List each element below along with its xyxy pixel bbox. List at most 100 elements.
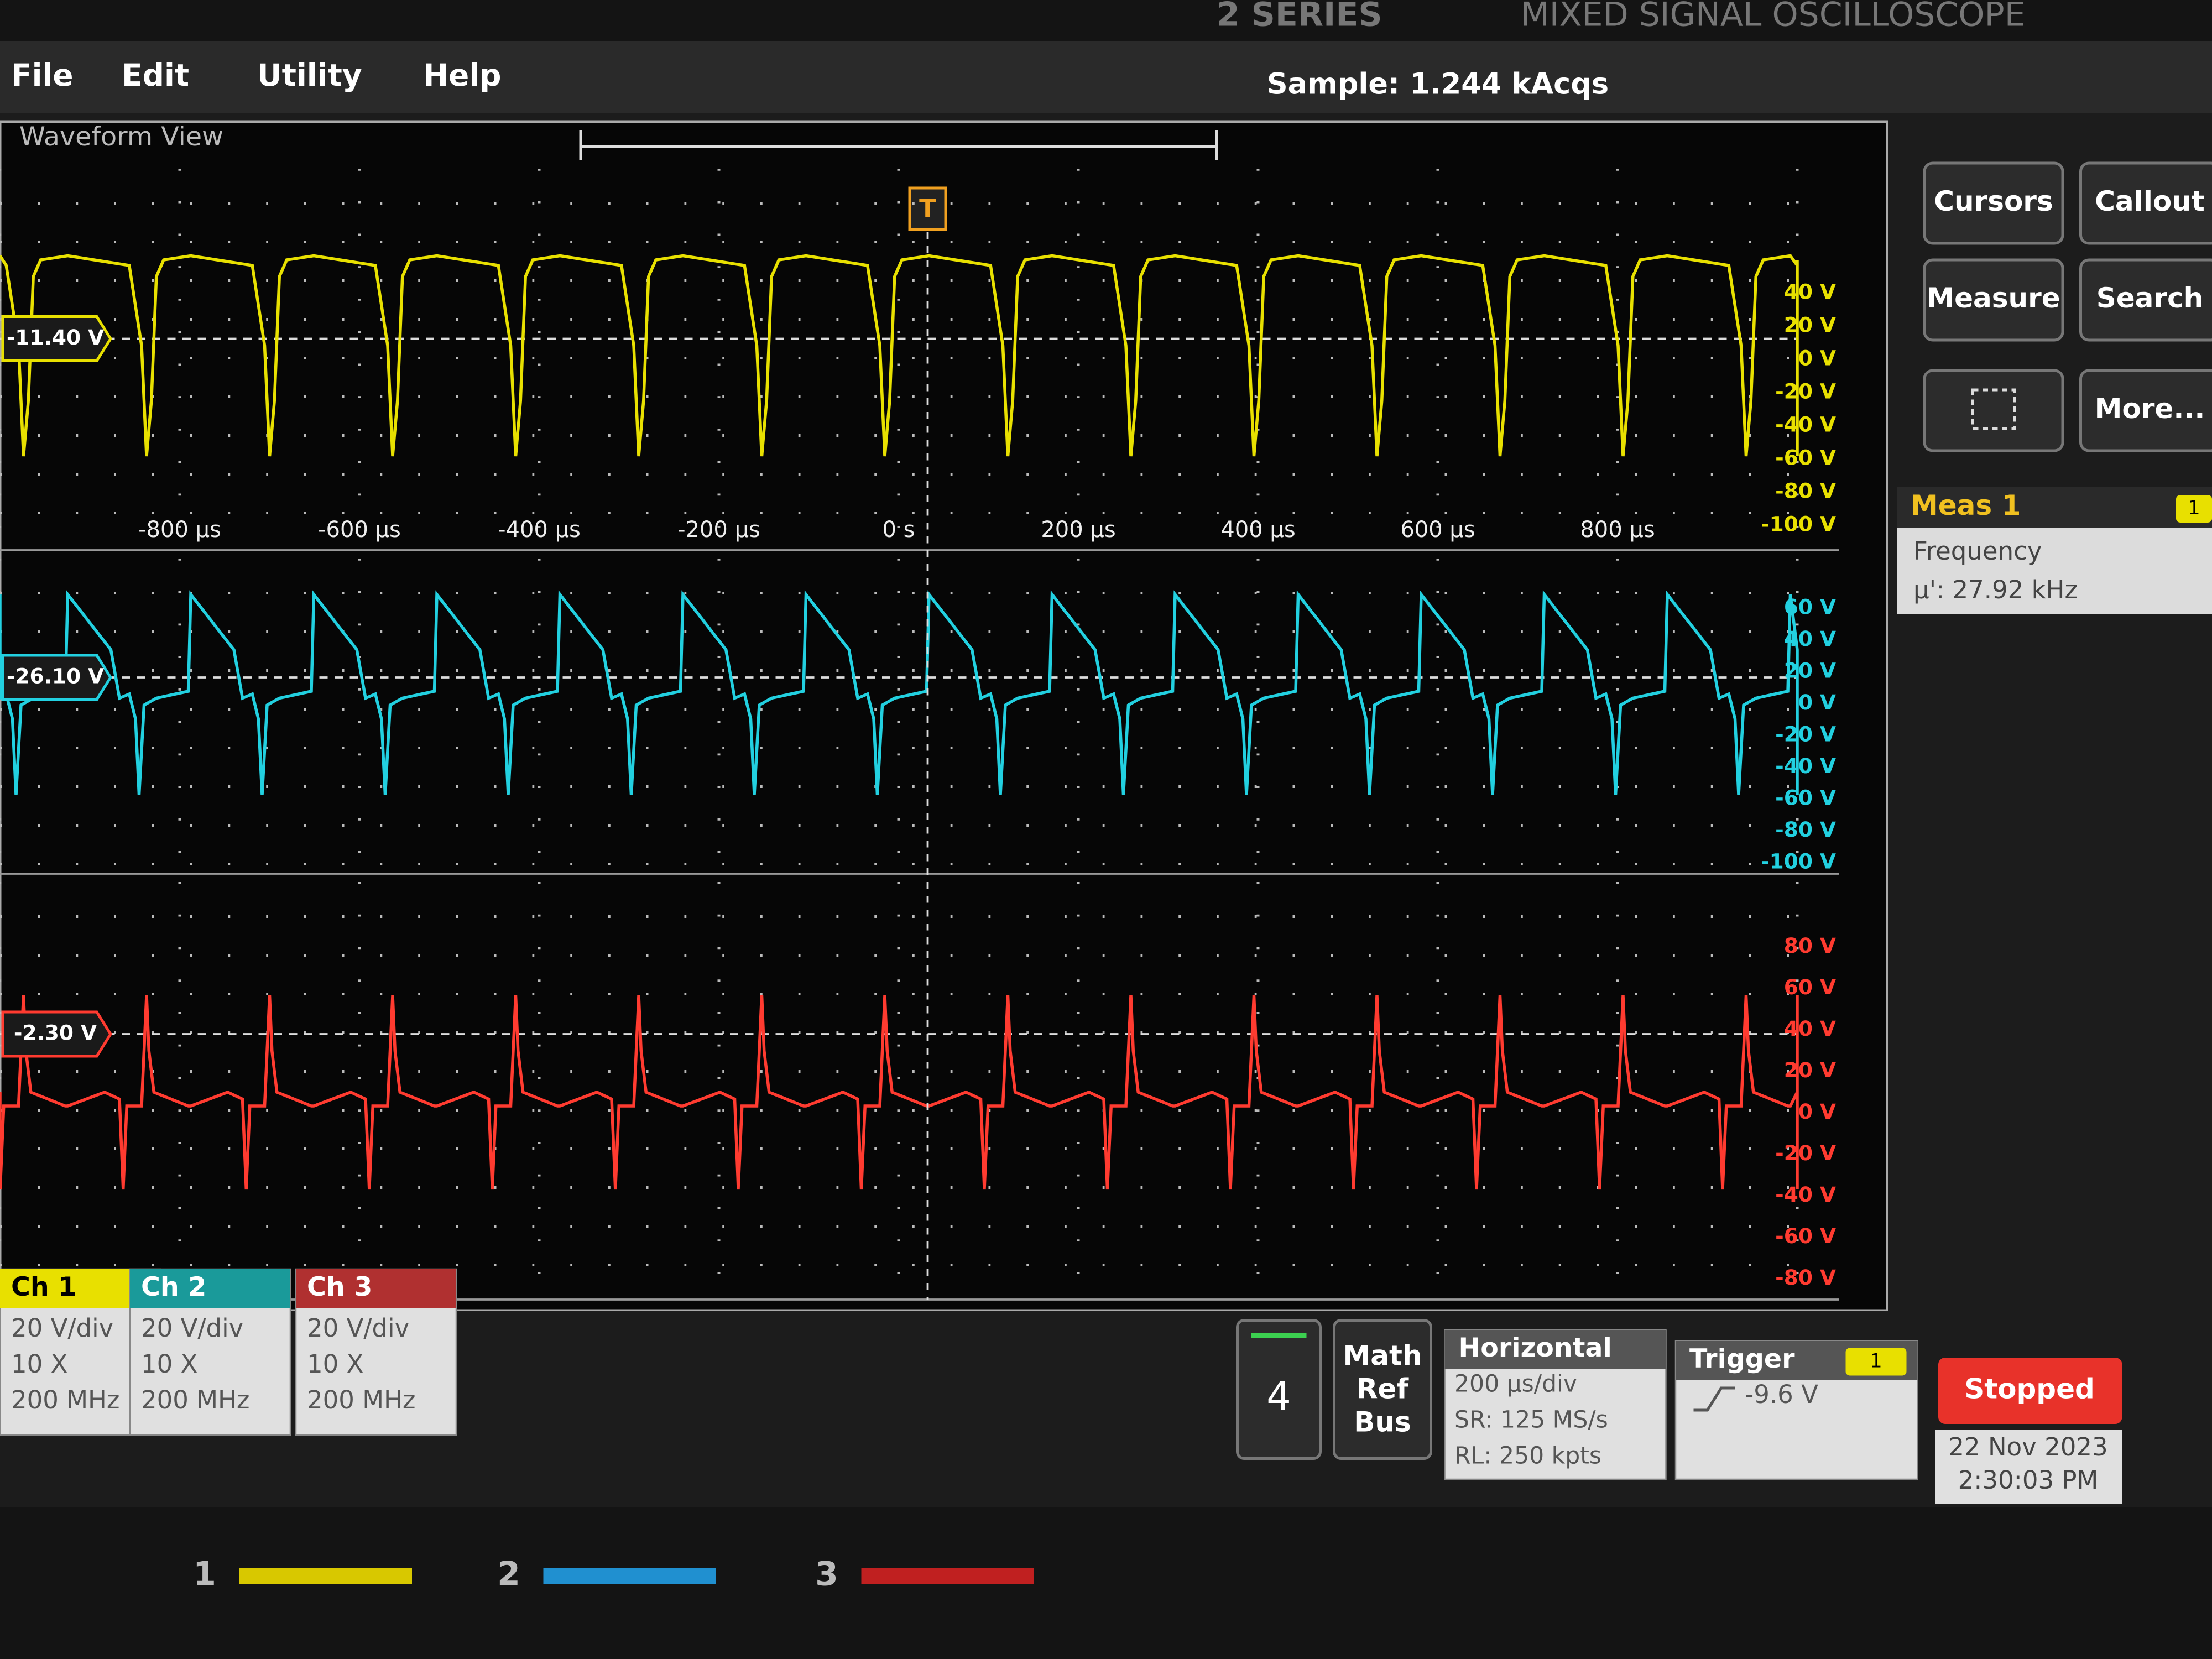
menu-item: Help [423,58,502,93]
bezel-label: 1 [193,1555,216,1594]
time-label: -200 µs [677,517,760,542]
side-button[interactable] [2079,258,2212,342]
meas-body [1897,528,2212,614]
run-state-button[interactable] [1938,1358,2122,1424]
trigger-source: 1 [1870,1350,1882,1373]
channel-badge-header [296,1269,456,1308]
view-title: Waveform View [19,122,223,152]
scale-label: 20 V [1784,1058,1836,1082]
menu-item: Utility [257,58,362,93]
meas-title: Meas 1 [1911,489,2021,521]
datetime-line: 22 Nov 2023 [1948,1432,2107,1462]
waveform-view [0,120,1888,1312]
scale-label: -20 V [1775,1141,1836,1165]
side-button[interactable] [1923,161,2064,245]
add-channel-label: 4 [1266,1374,1291,1419]
scale-label: 80 V [1784,933,1836,958]
time-label: -600 µs [318,517,401,542]
scale-label: 0 V [1798,1099,1836,1124]
meas-badge-label: 1 [2188,497,2200,519]
scale-label: 60 V [1784,595,1836,619]
waveform-trace [0,995,1799,1190]
scale-label: -80 V [1775,1265,1836,1290]
scale-label: 20 V [1784,659,1836,683]
scale-label: 40 V [1784,1016,1836,1041]
trigger-title: Trigger [1689,1344,1795,1374]
scale-label: 40 V [1784,280,1836,304]
scale-label: -60 V [1775,1224,1836,1248]
channel-badge-line: 10 X [11,1349,67,1379]
channel-badge-line: 10 X [307,1349,363,1379]
meas-value: µ': 27.92 kHz [1913,575,2078,604]
time-label: 0 s [882,517,915,542]
math-ref-bus-label: Math [1343,1340,1422,1372]
time-label: 800 µs [1580,517,1655,542]
channel-badge-title: Ch 2 [141,1272,206,1302]
scale-label: -80 V [1775,817,1836,842]
bezel-channel-bar [543,1568,716,1584]
trigger-marker: T [919,194,936,223]
trigger-level: -9.6 V [1745,1380,1818,1409]
bezel-channel-bar [239,1568,412,1584]
math-ref-bus-label: Bus [1354,1406,1411,1438]
scale-label: 60 V [1784,975,1836,999]
offset-label: -2.30 V [14,1021,97,1045]
channel-badge-title: Ch 1 [11,1272,76,1302]
math-ref-bus-button[interactable] [1333,1319,1432,1460]
time-label: 400 µs [1220,517,1295,542]
channel-badge-line: 20 V/div [141,1313,243,1343]
bezel-label: 3 [815,1555,838,1594]
menu-item: File [11,58,74,93]
run-state: Stopped [1964,1373,2095,1405]
scale-label: 40 V [1784,627,1836,651]
zoom-icon [1971,388,2016,430]
side-button[interactable] [2079,161,2212,245]
scale-label: -20 V [1775,379,1836,404]
horizontal-title: Horizontal [1459,1333,1612,1363]
scale-label: -100 V [1761,849,1836,874]
scale-label: 0 V [1798,690,1836,714]
side-button-label: Search [2096,282,2204,314]
scale-label: -60 V [1775,446,1836,470]
time-label: -800 µs [138,517,221,542]
menu-item: Edit [122,58,189,93]
meas-header [1897,487,2212,528]
scale-label: -20 V [1775,722,1836,747]
meas-badge [2176,495,2212,523]
offset-badge [1,654,112,701]
channel-badge-line: 20 V/div [11,1313,113,1343]
brand-series: 2 SERIES [1217,0,1383,34]
horizontal-line: RL: 250 kpts [1454,1443,1601,1470]
scale-label: -40 V [1775,754,1836,778]
offset-badge [1,1010,112,1058]
bezel-channel-bar [861,1568,1034,1584]
datetime-line: 2:30:03 PM [1958,1465,2099,1495]
scale-label: 20 V [1784,313,1836,337]
bezel-label: 2 [497,1555,520,1594]
sample-status: Sample: 1.244 kAcqs [1267,67,1609,101]
add-channel-button[interactable] [1236,1319,1322,1460]
channel-badge-line: 200 MHz [307,1385,415,1415]
channel-badge-line: 10 X [141,1349,197,1379]
scale-label: 0 V [1798,346,1836,371]
time-label: 200 µs [1041,517,1115,542]
channel-badge-line: 20 V/div [307,1313,409,1343]
side-button-label: Cursors [1934,185,2053,217]
trigger-position [908,186,947,231]
waveform-trace [0,590,1799,795]
side-button-label: More... [2095,393,2205,425]
side-button[interactable] [2079,369,2212,452]
zoom-button[interactable] [1923,369,2064,452]
waveform-trace [0,254,1799,457]
math-ref-bus-label: Ref [1357,1373,1409,1405]
scale-label: -40 V [1775,413,1836,437]
offset-label: -26.10 V [7,664,104,688]
meas-name: Frequency [1913,536,2042,566]
brand-name: MIXED SIGNAL OSCILLOSCOPE [1521,0,2026,34]
offset-badge [1,315,112,362]
side-button[interactable] [1923,258,2064,342]
channel-badge-line: 200 MHz [11,1385,119,1415]
horizontal-header [1444,1330,1666,1369]
